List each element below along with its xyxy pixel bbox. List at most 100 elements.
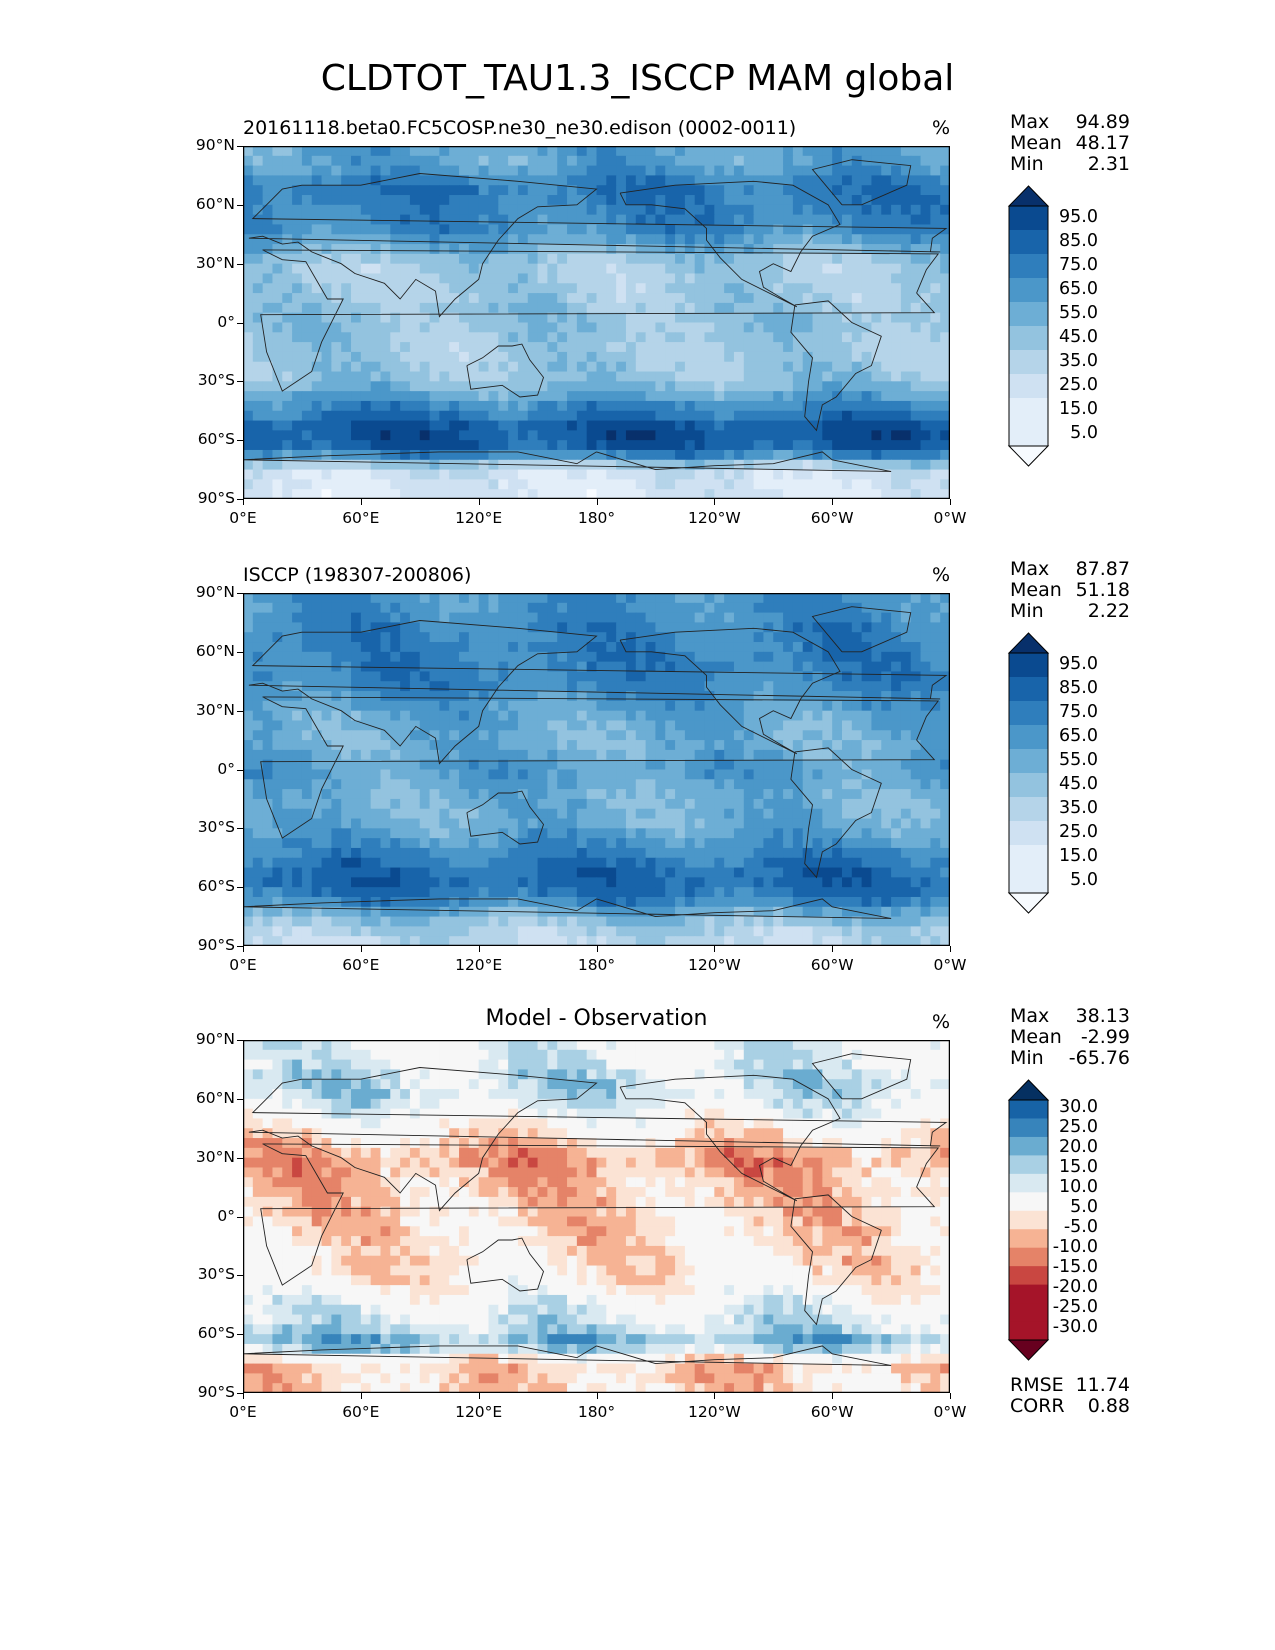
panel1-lat-tick-label: 90°N [195, 136, 235, 154]
panel3-lon-tick-label: 60°E [342, 1403, 380, 1421]
panel1-colorbar-segment [1009, 350, 1048, 375]
panel1-coastline-4 [466, 343, 545, 398]
panel1-lat-tick [237, 263, 243, 265]
panel2-stat-mean-value: 51.18 [1075, 579, 1130, 601]
panel1-coastline-2 [619, 180, 841, 308]
panel1-coastline-6 [243, 451, 892, 472]
panel2-lat-tick [237, 887, 243, 889]
panel2-lon-tick [243, 946, 244, 952]
panel1-lat-tick [237, 381, 243, 383]
panel1-lat-tick [237, 499, 243, 500]
panel3-stat-min-label: Min [1010, 1047, 1044, 1069]
panel1-colorbar-label: 75.0 [1059, 255, 1098, 275]
panel2-coastline-2 [619, 627, 841, 755]
panel1-colorbar-label: 85.0 [1059, 231, 1098, 251]
panel2-coastline-3 [790, 747, 882, 879]
panel3-colorbar-label: -15.0 [1052, 1257, 1098, 1277]
panel3-lat-tick [237, 1040, 243, 1041]
panel2-lat-tick [237, 946, 243, 947]
panel3-lon-tick-label: 60°W [810, 1403, 854, 1421]
panel2-colorbar-label: 35.0 [1059, 798, 1098, 818]
panel3-colorbar-label: 15.0 [1059, 1157, 1098, 1177]
panel3-lon-tick [596, 1393, 598, 1399]
panel3-coastline-3 [790, 1194, 882, 1326]
panel1-lat-tick-label: 30°S [197, 371, 235, 390]
panel3-colorbar-extend-max [1007, 1079, 1050, 1101]
panel1-stat-min-label: Min [1010, 153, 1044, 175]
panel2-lon-tick-label: 0°W [933, 956, 967, 974]
panel3-stat-min-value: -65.76 [1068, 1047, 1130, 1069]
panel2-lat-tick [237, 828, 243, 830]
panel3-lon-tick [360, 1393, 362, 1399]
panel3-colorbar-label: 5.0 [1070, 1197, 1098, 1217]
panel2-coastline-6 [243, 898, 892, 919]
panel2-colorbar-label: 55.0 [1059, 750, 1098, 770]
panel3-colorbar-segment [1009, 1100, 1048, 1119]
panel2-colorbar-label: 15.0 [1059, 846, 1098, 866]
panel3-corr-label: CORR [1010, 1395, 1065, 1417]
panel2-lon-tick [832, 946, 834, 952]
panel2-lat-tick-label: 90°S [197, 936, 235, 954]
panel2-colorbar-segment [1009, 773, 1048, 798]
panel2-colorbar-label: 45.0 [1059, 774, 1098, 794]
panel1-lon-tick [243, 499, 244, 505]
panel3-lon-tick [478, 1393, 480, 1399]
panel1-lon-tick-label: 60°E [342, 509, 380, 527]
panel1-lat-tick-label: 0° [217, 312, 235, 331]
panel1-colorbar [1007, 185, 1050, 467]
panel1-frame [243, 146, 950, 499]
panel2-lat-tick-label: 0° [217, 759, 235, 778]
panel1-lon-tick-label: 60°W [810, 509, 854, 527]
panel2-lon-tick [478, 946, 480, 952]
panel1-stat-mean-label: Mean [1010, 132, 1062, 154]
panel3-colorbar-label: -5.0 [1063, 1217, 1098, 1237]
panel1-coastline-3 [790, 300, 882, 432]
panel3-lon-tick-label: 120°W [687, 1403, 741, 1421]
panel1-lon-tick [596, 499, 598, 505]
panel2-lon-tick-label: 60°E [342, 956, 380, 974]
panel1-colorbar-label: 55.0 [1059, 303, 1098, 323]
panel3-coastline-5 [811, 1053, 912, 1100]
panel1-lon-tick [832, 499, 834, 505]
panel1-colorbar-label: 45.0 [1059, 327, 1098, 347]
panel2-lon-tick-label: 180° [577, 956, 616, 974]
panel2-lat-tick-label: 60°S [197, 877, 235, 896]
panel3-lon-tick-label: 0°E [229, 1403, 257, 1421]
panel3-units: % [932, 1011, 951, 1033]
panel3-lat-tick-label: 60°S [197, 1324, 235, 1343]
panel1-colorbar-segment [1009, 326, 1048, 351]
panel1-colorbar-segment [1009, 278, 1048, 303]
panel3-colorbar-segment [1009, 1247, 1048, 1267]
panel3-lon-tick [950, 1393, 951, 1399]
panel3-lon-tick [243, 1393, 244, 1399]
panel2-colorbar-label: 5.0 [1070, 870, 1098, 890]
panel1-stat-min-value: 2.31 [1087, 153, 1130, 175]
panel3-colorbar [1007, 1079, 1050, 1361]
panel3-colorbar-extend-min [1007, 1339, 1050, 1361]
panel1-lat-tick [237, 322, 243, 324]
panel1-lat-tick [237, 440, 243, 442]
panel3-lon-tick [714, 1393, 716, 1399]
panel1-colorbar-frame [1008, 205, 1049, 447]
panel1-lat-tick-label: 30°N [195, 253, 235, 272]
panel1-colorbar-segment [1009, 302, 1048, 327]
panel2-colorbar-segment [1009, 653, 1048, 678]
panel3-lat-tick-label: 90°S [197, 1383, 235, 1401]
panel2-stat-min-value: 2.22 [1087, 600, 1130, 622]
panel3-stat-mean-label: Mean [1010, 1026, 1062, 1048]
panel2-colorbar [1007, 632, 1050, 914]
panel2-coastline-5 [811, 606, 912, 653]
panel2-units: % [932, 564, 951, 586]
panel3-lon-tick-label: 120°E [455, 1403, 503, 1421]
panel2-colorbar-label: 95.0 [1059, 654, 1098, 674]
panel2-coastline-1 [248, 620, 948, 765]
panel2-colorbar-segment [1009, 797, 1048, 822]
panel2-lon-tick-label: 60°W [810, 956, 854, 974]
panel1-lon-tick-label: 0°E [229, 509, 257, 527]
panel1-lat-tick-label: 90°S [197, 489, 235, 507]
panel1-stat-max-label: Max [1010, 111, 1050, 133]
panel1-lon-tick-label: 120°W [687, 509, 741, 527]
panel2-title: ISCCP (198307-200806) [243, 564, 472, 586]
panel2-lat-tick-label: 30°S [197, 818, 235, 837]
panel2-colorbar-label: 75.0 [1059, 702, 1098, 722]
